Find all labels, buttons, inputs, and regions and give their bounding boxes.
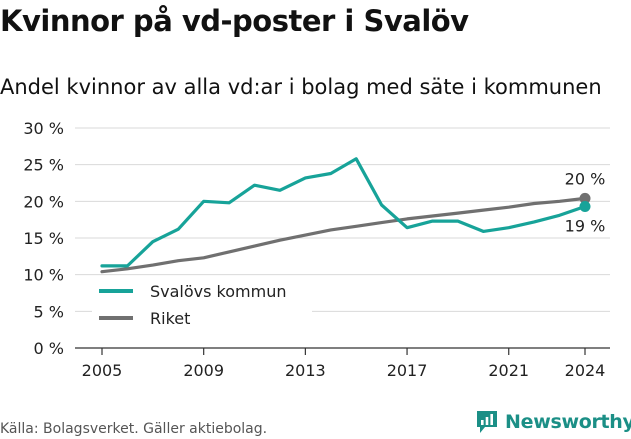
line-chart: 0 % 5 % 10 % 15 % 20 % 25 % 30 % 2005 2009 2013 20…: [23, 119, 610, 380]
y-tick-label-0: 0 %: [34, 339, 64, 358]
legend-background: [92, 276, 312, 334]
y-tick-label-5: 5 %: [34, 302, 64, 321]
end-label-svalov: 19 %: [565, 216, 606, 235]
legend-label-svalov: Svalövs kommun: [150, 282, 287, 301]
y-tick-label-25: 25 %: [23, 156, 64, 175]
y-tick-label-20: 20 %: [23, 192, 64, 211]
series-line-svalov: [100, 157, 587, 268]
y-tick-label-15: 15 %: [23, 229, 64, 248]
end-point-riket: [579, 192, 591, 204]
legend-label-riket: Riket: [150, 309, 190, 328]
end-point-svalov: [579, 200, 591, 212]
x-tick-label-2013: 2013: [285, 361, 326, 380]
x-tick-label-2021: 2021: [488, 361, 529, 380]
series-line-riket: [100, 196, 587, 274]
x-tick-label-2024: 2024: [565, 361, 606, 380]
x-tick-label-2005: 2005: [82, 361, 123, 380]
y-tick-label-10: 10 %: [23, 266, 64, 285]
chart-subtitle: Andel kvinnor av alla vd:ar i bolag med …: [0, 75, 602, 99]
brand-name: Newsworthy: [505, 411, 631, 433]
brand-logo[interactable]: Newsworthy: [475, 408, 631, 436]
x-tick-label-2017: 2017: [387, 361, 428, 380]
chart-title: Kvinnor på vd-poster i Svalöv: [0, 4, 469, 38]
y-tick-label-30: 30 %: [23, 119, 64, 138]
newsworthy-logo-icon: [477, 411, 497, 433]
x-tick-label-2009: 2009: [183, 361, 224, 380]
end-label-riket: 20 %: [565, 169, 606, 188]
source-note: Källa: Bolagsverket. Gäller aktiebolag.: [0, 421, 268, 437]
